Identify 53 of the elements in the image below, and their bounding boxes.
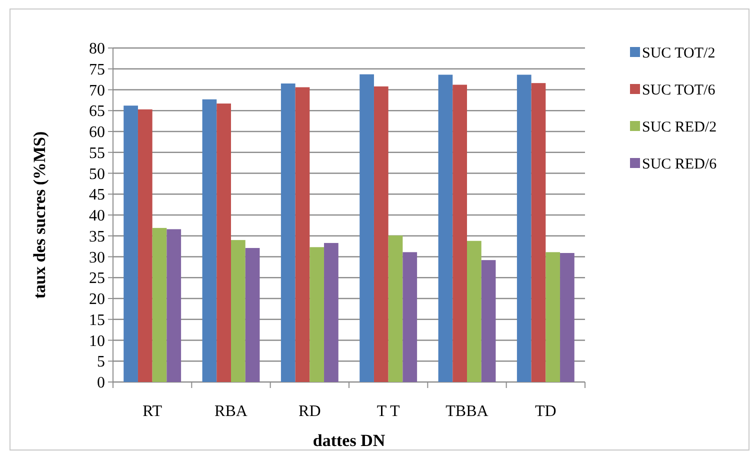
bar <box>124 106 138 382</box>
y-tick-label: 15 <box>89 312 105 329</box>
bar <box>245 248 260 382</box>
x-axis-title: dattes DN <box>312 431 386 450</box>
y-tick-label: 45 <box>89 186 105 204</box>
y-tick-label: 25 <box>89 270 105 288</box>
x-tick-label: RBA <box>214 403 248 420</box>
y-tick-label: 40 <box>89 208 105 225</box>
bar <box>280 83 296 382</box>
y-tick-label: 70 <box>89 82 105 100</box>
x-tick-label: TBBA <box>446 403 489 420</box>
bar <box>438 74 453 382</box>
legend-label: SUC RED/6 <box>642 156 718 172</box>
y-tick-label: 80 <box>89 40 105 58</box>
y-tick-label: 55 <box>89 144 105 162</box>
y-tick-label: 20 <box>89 291 105 308</box>
bar <box>402 252 418 382</box>
bar <box>310 247 324 382</box>
y-tick-label: 0 <box>97 374 105 392</box>
y-tick-label: 75 <box>89 61 105 78</box>
legend-label: SUC RED/2 <box>642 119 717 136</box>
x-tick-label: RD <box>298 403 321 420</box>
bar <box>452 84 467 382</box>
bar <box>388 235 403 382</box>
y-tick-label: 60 <box>89 124 105 142</box>
bar <box>202 99 217 382</box>
bar <box>231 240 246 382</box>
bar <box>374 86 388 382</box>
legend-label: SUC TOT/6 <box>642 82 716 98</box>
bar <box>295 87 310 382</box>
bar <box>481 260 496 382</box>
bar <box>360 74 374 382</box>
y-tick-label: 35 <box>89 228 105 246</box>
bar <box>138 109 152 382</box>
x-tick-label: TD <box>535 403 556 420</box>
bar <box>516 74 532 382</box>
y-axis-title: taux des sucres (%MS) <box>30 131 49 299</box>
x-tick-label: RT <box>142 403 162 420</box>
y-tick-label: 65 <box>89 103 105 120</box>
bar <box>467 240 482 382</box>
y-tick-label: 10 <box>89 332 105 350</box>
bar <box>324 242 338 382</box>
y-tick-label: 5 <box>97 354 105 371</box>
bar <box>546 252 560 382</box>
bar <box>216 104 231 382</box>
x-tick-label: T T <box>376 403 400 420</box>
y-tick-label: 50 <box>89 166 105 183</box>
bar <box>560 252 574 382</box>
legend-label: SUC TOT/2 <box>642 45 716 62</box>
y-tick-label: 30 <box>89 249 105 266</box>
bar <box>166 229 182 382</box>
bar <box>152 228 167 382</box>
bar <box>531 83 546 382</box>
